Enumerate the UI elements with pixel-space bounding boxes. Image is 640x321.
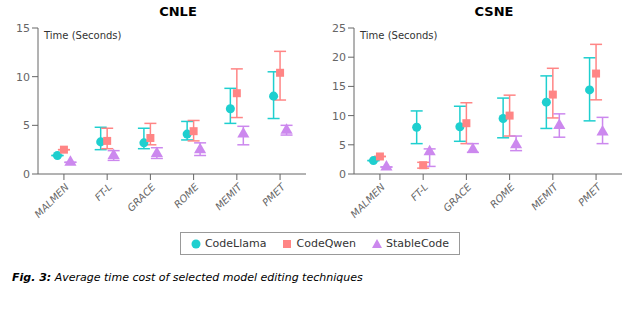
svg-text:FT-L: FT-L (409, 181, 431, 203)
html-text:CodeLlama: CodeLlama (204, 237, 267, 250)
svg-text:ROME: ROME (488, 181, 517, 210)
svg-text:25: 25 (332, 22, 346, 35)
html-text:Time (Seconds): Time (Seconds) (44, 30, 122, 41)
svg-text:MEMIT: MEMIT (213, 181, 244, 212)
svg-text:0: 0 (339, 168, 346, 181)
svg-text:GRACE: GRACE (125, 181, 158, 214)
svg-text:5: 5 (339, 139, 346, 152)
svg-text:15: 15 (16, 22, 30, 35)
svg-text:FT-L: FT-L (93, 181, 115, 203)
html-text:CNLE: CNLE (159, 4, 197, 19)
svg-text:MALMEN: MALMEN (348, 181, 387, 220)
html-text:Time (Seconds): Time (Seconds) (360, 30, 438, 41)
svg-text:5: 5 (23, 119, 30, 132)
html-text:Fig. 3: Average time cost of s: Fig. 3: Average time cost of selected mo… (12, 271, 363, 284)
html-text:StableCode: StableCode (386, 237, 450, 250)
svg-text:GRACE: GRACE (441, 181, 474, 214)
svg-text:PMET: PMET (576, 181, 604, 209)
svg-text:10: 10 (16, 71, 30, 84)
svg-text:20: 20 (332, 51, 346, 64)
html-text:CodeQwen: CodeQwen (296, 237, 356, 250)
html-text:CSNE: CSNE (474, 4, 514, 19)
svg-text:15: 15 (332, 80, 346, 93)
svg-text:10: 10 (332, 110, 346, 123)
svg-text:MEMIT: MEMIT (529, 181, 560, 212)
svg-text:MALMEN: MALMEN (32, 181, 71, 220)
svg-text:0: 0 (23, 168, 30, 181)
svg-text:ROME: ROME (172, 181, 201, 210)
svg-text:PMET: PMET (260, 181, 288, 209)
